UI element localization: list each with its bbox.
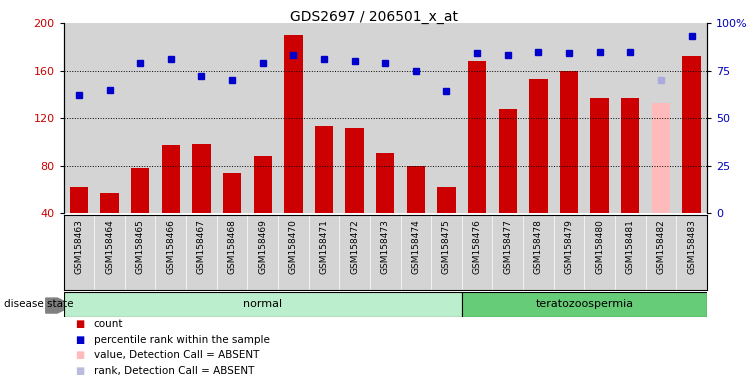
Bar bbox=[309, 215, 340, 290]
Bar bbox=[529, 79, 548, 213]
Bar bbox=[400, 23, 431, 213]
Text: normal: normal bbox=[243, 299, 282, 310]
Text: teratozoospermia: teratozoospermia bbox=[536, 299, 634, 310]
Bar bbox=[682, 56, 701, 213]
Bar bbox=[94, 215, 125, 290]
Bar bbox=[492, 215, 523, 290]
Text: GSM158476: GSM158476 bbox=[473, 219, 482, 274]
Bar bbox=[560, 71, 578, 213]
Text: ■: ■ bbox=[75, 350, 84, 360]
Bar bbox=[400, 215, 431, 290]
Bar bbox=[125, 215, 156, 290]
Text: GSM158480: GSM158480 bbox=[595, 219, 604, 274]
Bar bbox=[468, 61, 486, 213]
Text: GSM158475: GSM158475 bbox=[442, 219, 451, 274]
Bar bbox=[584, 23, 615, 213]
Text: GSM158463: GSM158463 bbox=[74, 219, 83, 274]
Text: GSM158466: GSM158466 bbox=[166, 219, 175, 274]
Bar bbox=[248, 23, 278, 213]
Bar bbox=[615, 215, 646, 290]
Bar bbox=[125, 23, 156, 213]
Bar bbox=[462, 215, 492, 290]
Text: GSM158473: GSM158473 bbox=[381, 219, 390, 274]
Text: GSM158479: GSM158479 bbox=[565, 219, 574, 274]
Bar bbox=[340, 23, 370, 213]
Bar bbox=[407, 166, 425, 213]
Text: ■: ■ bbox=[75, 335, 84, 345]
Bar bbox=[462, 23, 492, 213]
Bar bbox=[590, 98, 609, 213]
Text: GSM158483: GSM158483 bbox=[687, 219, 696, 274]
Bar bbox=[340, 215, 370, 290]
Text: GSM158470: GSM158470 bbox=[289, 219, 298, 274]
Bar bbox=[248, 215, 278, 290]
Bar bbox=[284, 35, 302, 213]
Bar bbox=[438, 187, 456, 213]
Text: count: count bbox=[94, 319, 123, 329]
Text: GSM158481: GSM158481 bbox=[626, 219, 635, 274]
Text: GSM158468: GSM158468 bbox=[227, 219, 236, 274]
Bar bbox=[523, 215, 554, 290]
Bar bbox=[676, 23, 707, 213]
Bar bbox=[554, 23, 584, 213]
Bar bbox=[315, 126, 333, 213]
Bar bbox=[192, 144, 211, 213]
Bar bbox=[278, 23, 309, 213]
Bar bbox=[676, 215, 707, 290]
Bar bbox=[186, 23, 217, 213]
Text: GSM158472: GSM158472 bbox=[350, 219, 359, 273]
Bar bbox=[64, 215, 94, 290]
Bar bbox=[462, 292, 707, 317]
Bar bbox=[64, 292, 462, 317]
Bar bbox=[156, 23, 186, 213]
Bar bbox=[621, 98, 640, 213]
Text: disease state: disease state bbox=[4, 299, 73, 310]
Bar bbox=[223, 173, 242, 213]
Bar bbox=[217, 215, 248, 290]
Bar bbox=[70, 187, 88, 213]
Bar bbox=[523, 23, 554, 213]
Bar bbox=[431, 23, 462, 213]
Bar bbox=[499, 109, 517, 213]
Text: rank, Detection Call = ABSENT: rank, Detection Call = ABSENT bbox=[94, 366, 254, 376]
Bar bbox=[652, 103, 670, 213]
Text: value, Detection Call = ABSENT: value, Detection Call = ABSENT bbox=[94, 350, 259, 360]
Bar bbox=[162, 146, 180, 213]
Bar bbox=[554, 215, 584, 290]
Bar bbox=[615, 23, 646, 213]
Bar bbox=[100, 193, 119, 213]
Bar bbox=[376, 152, 394, 213]
Text: GSM158474: GSM158474 bbox=[411, 219, 420, 273]
Bar bbox=[646, 215, 676, 290]
Text: GDS2697 / 206501_x_at: GDS2697 / 206501_x_at bbox=[290, 10, 458, 23]
Text: GSM158482: GSM158482 bbox=[657, 219, 666, 273]
FancyArrow shape bbox=[46, 298, 73, 313]
Text: ■: ■ bbox=[75, 319, 84, 329]
Text: ■: ■ bbox=[75, 366, 84, 376]
Bar bbox=[309, 23, 340, 213]
Text: GSM158478: GSM158478 bbox=[534, 219, 543, 274]
Bar bbox=[278, 215, 309, 290]
Bar bbox=[64, 23, 94, 213]
Text: GSM158464: GSM158464 bbox=[105, 219, 114, 273]
Bar bbox=[346, 127, 364, 213]
Text: GSM158465: GSM158465 bbox=[135, 219, 144, 274]
Bar bbox=[131, 168, 150, 213]
Bar bbox=[370, 215, 400, 290]
Bar bbox=[254, 156, 272, 213]
Bar bbox=[431, 215, 462, 290]
Text: GSM158469: GSM158469 bbox=[258, 219, 267, 274]
Text: percentile rank within the sample: percentile rank within the sample bbox=[94, 335, 269, 345]
Bar bbox=[584, 215, 615, 290]
Bar bbox=[370, 23, 400, 213]
Bar bbox=[492, 23, 523, 213]
Text: GSM158477: GSM158477 bbox=[503, 219, 512, 274]
Bar bbox=[217, 23, 248, 213]
Bar bbox=[156, 215, 186, 290]
Text: GSM158471: GSM158471 bbox=[319, 219, 328, 274]
Bar bbox=[186, 215, 217, 290]
Bar bbox=[646, 23, 676, 213]
Text: GSM158467: GSM158467 bbox=[197, 219, 206, 274]
Bar bbox=[94, 23, 125, 213]
